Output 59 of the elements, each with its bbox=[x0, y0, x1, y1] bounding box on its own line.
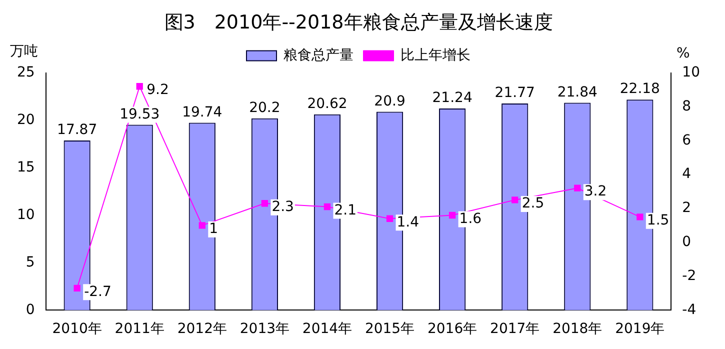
x-tick-label: 2019年 bbox=[615, 321, 665, 338]
data-label: 3.2 bbox=[584, 184, 607, 200]
y2-tick-label: 4 bbox=[682, 166, 692, 182]
y-tick-label: 10 bbox=[16, 206, 35, 223]
y-tick-label: 15 bbox=[16, 159, 35, 176]
x-tick-label: 2014年 bbox=[302, 321, 352, 338]
y2-tick-label: 2 bbox=[682, 200, 692, 216]
data-label: 21.24 bbox=[432, 90, 472, 106]
y-tick-label: 25 bbox=[16, 64, 35, 80]
y2-tick-label: 10 bbox=[682, 64, 700, 80]
data-label: 20.62 bbox=[307, 96, 348, 112]
y2-axis-title: % bbox=[676, 45, 690, 62]
y-tick-label: 0 bbox=[26, 302, 35, 318]
y2-tick-label: 0 bbox=[682, 234, 692, 250]
x-tick-label: 2015年 bbox=[364, 321, 415, 338]
data-label: 2.5 bbox=[522, 196, 544, 212]
data-label: 1.4 bbox=[396, 214, 420, 230]
chart-title: 图3 2010年--2018年粮食总产量及增长速度 bbox=[164, 11, 553, 34]
point bbox=[574, 184, 581, 192]
data-label: 1.5 bbox=[646, 212, 670, 229]
x-tick-label: 2016年 bbox=[427, 321, 478, 338]
point bbox=[136, 83, 143, 90]
point bbox=[198, 222, 206, 229]
y2-tick-label: -4 bbox=[682, 302, 696, 318]
legend-label: 粮食总产量 bbox=[284, 47, 354, 64]
point bbox=[324, 203, 331, 210]
data-label: 1 bbox=[209, 221, 218, 238]
data-label: 9.2 bbox=[146, 82, 169, 98]
data-label: 19.74 bbox=[182, 104, 222, 120]
legend-label: 比上年增长 bbox=[400, 47, 470, 64]
data-label: -2.7 bbox=[84, 284, 112, 300]
point bbox=[512, 196, 518, 204]
data-label: 1.6 bbox=[459, 210, 482, 227]
y2-tick-label: 6 bbox=[682, 132, 692, 148]
data-label: 2.1 bbox=[334, 202, 356, 218]
data-label: 20.2 bbox=[249, 100, 280, 116]
point bbox=[74, 284, 80, 292]
point bbox=[636, 214, 644, 220]
x-tick-label: 2010年 bbox=[52, 321, 102, 338]
point bbox=[261, 200, 268, 207]
y-axis-title: 万吨 bbox=[10, 43, 38, 60]
y2-tick-label: -2 bbox=[682, 268, 696, 284]
data-label: 19.53 bbox=[120, 106, 160, 122]
data-label: 2.3 bbox=[272, 199, 294, 216]
data-label: 21.77 bbox=[494, 85, 535, 102]
x-tick-label: 2012年 bbox=[177, 321, 227, 338]
data-label: 22.18 bbox=[620, 81, 660, 98]
x-tick-label: 2018年 bbox=[552, 321, 602, 338]
point bbox=[448, 212, 456, 219]
y-tick-label: 20 bbox=[16, 112, 35, 128]
data-label: 21.84 bbox=[557, 84, 598, 100]
data-label: 20.9 bbox=[374, 93, 406, 110]
y2-tick-label: 8 bbox=[682, 98, 692, 114]
y-tick-label: 5 bbox=[26, 254, 35, 270]
x-tick-label: 2013年 bbox=[240, 321, 290, 338]
x-tick-label: 2011年 bbox=[114, 321, 164, 338]
x-tick-label: 2017年 bbox=[490, 321, 540, 338]
point bbox=[386, 215, 394, 222]
data-label: 17.87 bbox=[57, 122, 98, 138]
